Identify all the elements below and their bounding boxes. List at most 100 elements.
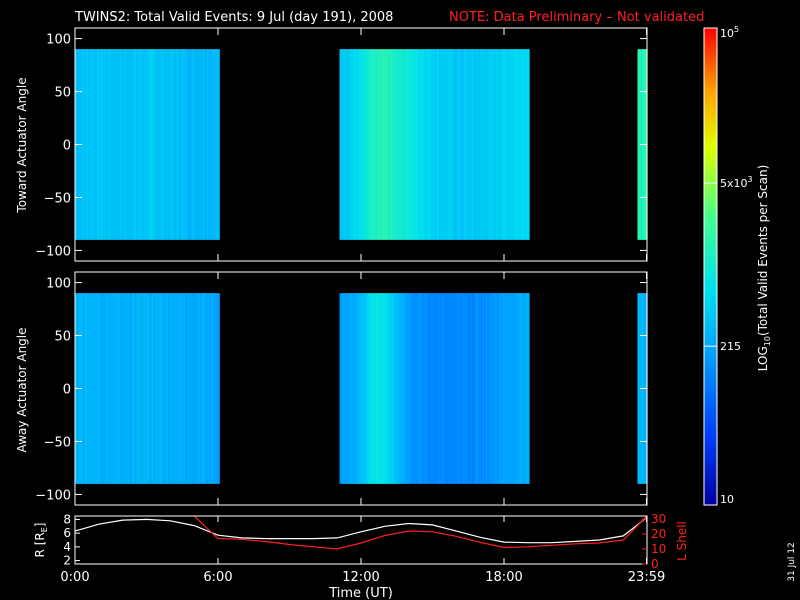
heatmap-column	[153, 293, 155, 484]
heatmap-column	[427, 293, 430, 484]
heatmap-column	[471, 49, 474, 240]
heatmap-column	[370, 293, 373, 484]
heatmap-column	[457, 293, 460, 484]
heatmap-column	[213, 49, 215, 240]
heatmap-column	[105, 293, 107, 484]
heatmap-column	[210, 293, 212, 484]
heatmap-column	[354, 293, 357, 484]
heatmap-column	[478, 293, 481, 484]
heatmap-column	[453, 293, 456, 484]
heatmap-column	[207, 49, 209, 240]
heatmap-column	[215, 293, 217, 484]
heatmap-column	[487, 293, 490, 484]
heatmap-column	[512, 49, 515, 240]
heatmap-column	[103, 49, 105, 240]
heatmap-column	[472, 293, 475, 484]
heatmap-column	[119, 293, 121, 484]
heatmap-column	[500, 293, 503, 484]
heatmap-column	[409, 293, 412, 484]
heatmap-column	[181, 293, 183, 484]
heatmap-column	[513, 49, 516, 240]
heatmap-column	[394, 49, 397, 240]
heatmap-column	[365, 293, 368, 484]
heatmap-column	[463, 49, 466, 240]
heatmap-column	[372, 49, 375, 240]
heatmap-column	[170, 49, 172, 240]
heatmap-column	[165, 49, 167, 240]
panel-toward: 100 50 0 −50 −100 Toward Actuator Angle	[15, 27, 648, 262]
heatmap-column	[408, 293, 411, 484]
heatmap-column	[204, 293, 206, 484]
heatmap-column	[114, 293, 116, 484]
heatmap-column	[428, 293, 431, 484]
heatmap-column	[440, 49, 443, 240]
heatmap-column	[340, 293, 343, 484]
heatmap-column	[510, 49, 513, 240]
heatmap-column	[375, 293, 378, 484]
heatmap-column	[446, 49, 449, 240]
heatmap-column	[366, 293, 369, 484]
heatmap-column	[359, 49, 362, 240]
data-note: NOTE: Data Preliminary – Not validated	[449, 10, 704, 25]
heatmap-column	[508, 293, 511, 484]
y-tick-label: 0	[63, 139, 71, 154]
heatmap-column	[123, 293, 125, 484]
heatmap-column	[489, 293, 492, 484]
heatmap-column	[485, 293, 488, 484]
heatmap-column	[511, 49, 514, 240]
heatmap-column	[449, 49, 452, 240]
heatmap-column	[471, 293, 474, 484]
colorbar-gradient	[704, 28, 717, 505]
heatmap-column	[472, 49, 475, 240]
heatmap-column	[439, 49, 442, 240]
heatmap-column	[395, 49, 398, 240]
heatmap-column	[480, 49, 483, 240]
heatmap-column	[150, 49, 152, 240]
heatmap-column	[82, 49, 84, 240]
heatmap-column	[120, 293, 122, 484]
heatmap-column	[432, 293, 435, 484]
heatmap-column	[479, 293, 482, 484]
heatmap-column	[149, 49, 151, 240]
heatmap-column	[453, 49, 456, 240]
heatmap-column	[191, 293, 193, 484]
heatmap-column	[342, 49, 345, 240]
heatmap-column	[365, 49, 368, 240]
heatmap-column	[125, 49, 127, 240]
heatmap-column	[417, 49, 420, 240]
heatmap-column	[124, 49, 126, 240]
heatmap-column	[186, 49, 188, 240]
heatmap-column	[143, 293, 145, 484]
heatmap-column	[508, 49, 511, 240]
heatmap-column	[434, 293, 437, 484]
heatmap-column	[129, 49, 131, 240]
heatmap-column	[216, 293, 218, 484]
heatmap-column	[185, 293, 187, 484]
heatmap-column	[420, 49, 423, 240]
heatmap-column	[117, 293, 119, 484]
heatmap-column	[469, 49, 472, 240]
heatmap-column	[507, 49, 510, 240]
heatmap-column	[126, 293, 128, 484]
heatmap-column	[381, 293, 384, 484]
heatmap-column	[399, 49, 402, 240]
heatmap-column	[512, 293, 515, 484]
heatmap-column	[86, 293, 88, 484]
heatmap-column	[148, 293, 150, 484]
heatmap-column	[473, 49, 476, 240]
heatmap-column	[195, 49, 197, 240]
heatmap-column	[159, 49, 161, 240]
heatmap-column	[152, 293, 154, 484]
heatmap-column	[409, 49, 412, 240]
heatmap-column	[99, 293, 101, 484]
right-tick-label: 20	[651, 527, 666, 541]
heatmap-column	[509, 293, 512, 484]
heatmap-column	[407, 293, 410, 484]
heatmap-column	[500, 49, 503, 240]
heatmap-column	[368, 49, 371, 240]
heatmap-column	[121, 293, 123, 484]
heatmap-column	[494, 49, 497, 240]
x-axis-label: Time (UT)	[328, 586, 393, 600]
heatmap-column	[374, 293, 377, 484]
heatmap-column	[204, 49, 206, 240]
